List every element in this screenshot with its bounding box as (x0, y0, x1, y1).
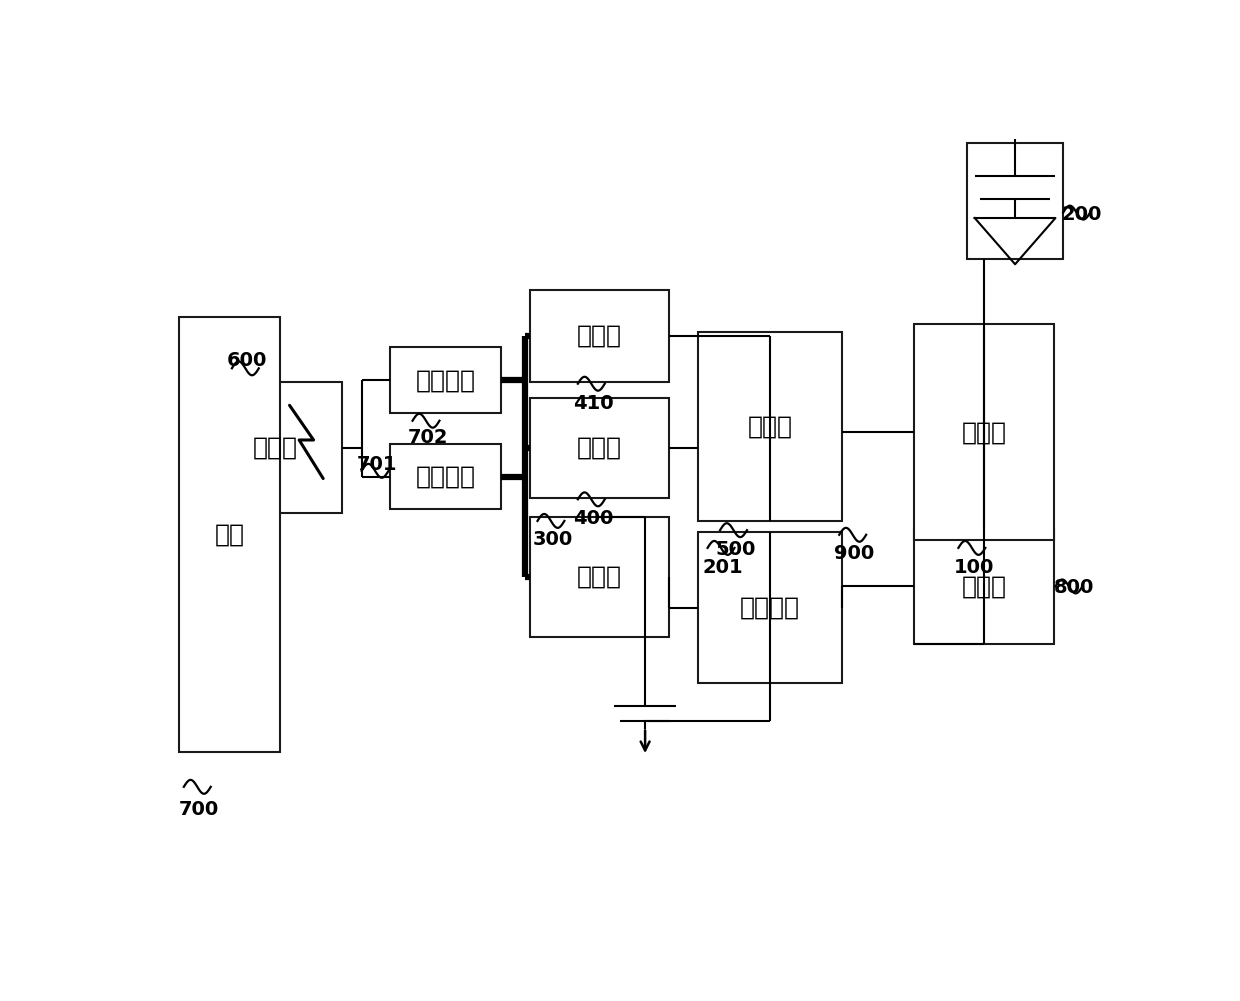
Text: 天线: 天线 (215, 523, 244, 547)
Text: 稳压器: 稳压器 (961, 575, 1007, 599)
Text: 第二接口: 第二接口 (415, 368, 476, 392)
FancyBboxPatch shape (391, 347, 501, 413)
Text: 600: 600 (227, 351, 268, 370)
Text: 阅读器: 阅读器 (253, 435, 298, 459)
Text: 900: 900 (835, 545, 874, 563)
Text: 701: 701 (357, 455, 397, 474)
Text: 100: 100 (954, 558, 994, 577)
Text: 调制器: 调制器 (577, 324, 622, 348)
FancyBboxPatch shape (914, 529, 1054, 645)
Text: 500: 500 (715, 541, 755, 560)
FancyBboxPatch shape (698, 332, 842, 521)
Text: 解调器: 解调器 (577, 435, 622, 459)
FancyBboxPatch shape (967, 143, 1063, 259)
Text: 800: 800 (1054, 579, 1094, 598)
Text: 700: 700 (179, 800, 219, 819)
FancyBboxPatch shape (698, 533, 842, 683)
Text: 第一接口: 第一接口 (415, 464, 476, 488)
Text: 传感器: 传感器 (961, 420, 1007, 444)
Text: 702: 702 (408, 428, 448, 447)
FancyBboxPatch shape (529, 518, 670, 637)
FancyBboxPatch shape (529, 397, 670, 497)
Text: 300: 300 (533, 531, 573, 550)
FancyBboxPatch shape (179, 316, 280, 752)
Text: 400: 400 (573, 510, 614, 529)
FancyBboxPatch shape (914, 324, 1054, 541)
Text: 410: 410 (573, 393, 614, 412)
Text: 201: 201 (703, 558, 744, 577)
FancyBboxPatch shape (208, 382, 342, 514)
Text: 控制器: 控制器 (748, 414, 792, 438)
Text: 200: 200 (1061, 204, 1101, 223)
FancyBboxPatch shape (391, 443, 501, 510)
FancyBboxPatch shape (529, 289, 670, 382)
Text: 升压电路: 升压电路 (740, 596, 800, 620)
Text: 整流器: 整流器 (577, 565, 622, 589)
